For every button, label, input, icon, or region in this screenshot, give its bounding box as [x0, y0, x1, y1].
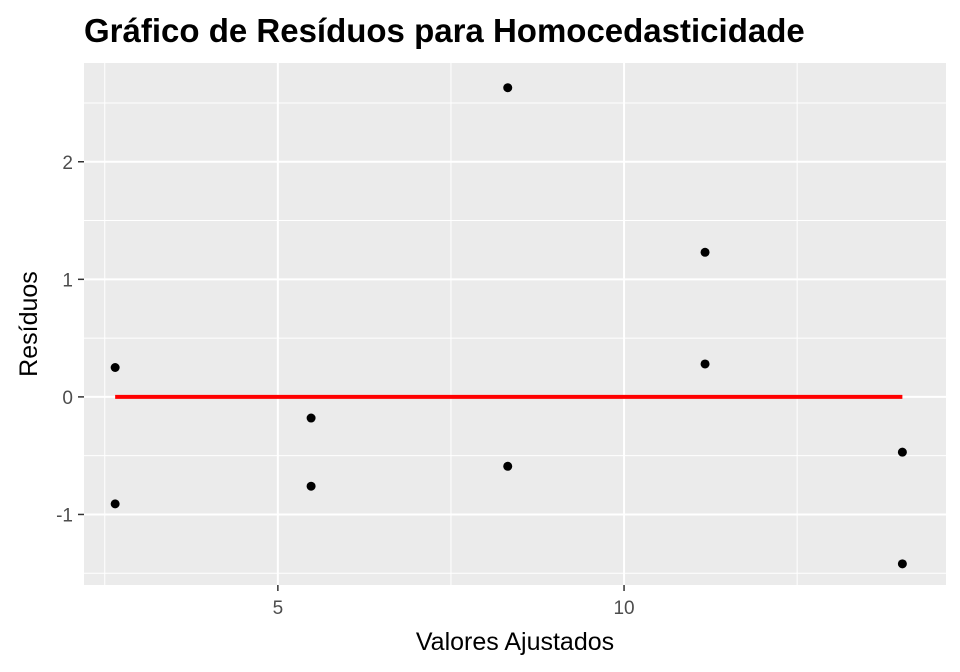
data-points: [110, 83, 907, 569]
residual-point: [897, 559, 907, 569]
residual-point: [700, 359, 710, 369]
y-axis-title: Resíduos: [15, 271, 43, 377]
axes: 5 10 -1 0 1 2: [56, 153, 635, 619]
chart-title: Gráfico de Resíduos para Homocedasticida…: [84, 12, 805, 49]
x-tick-label: 5: [273, 598, 284, 619]
y-tick-label: 2: [62, 153, 73, 174]
y-tick-label: -1: [56, 505, 73, 526]
plot-panel: [84, 63, 946, 585]
residual-point: [503, 461, 513, 471]
residual-point: [503, 83, 513, 93]
residual-point: [306, 481, 316, 491]
y-tick-label: 0: [62, 388, 73, 409]
residual-point: [897, 447, 907, 457]
residual-point: [306, 413, 316, 423]
x-axis-title: Valores Ajustados: [416, 628, 614, 656]
y-tick-label: 1: [62, 270, 73, 291]
residual-point: [110, 499, 120, 509]
residual-point: [110, 363, 120, 372]
x-tick-label: 10: [613, 598, 634, 619]
residual-point: [700, 247, 710, 257]
